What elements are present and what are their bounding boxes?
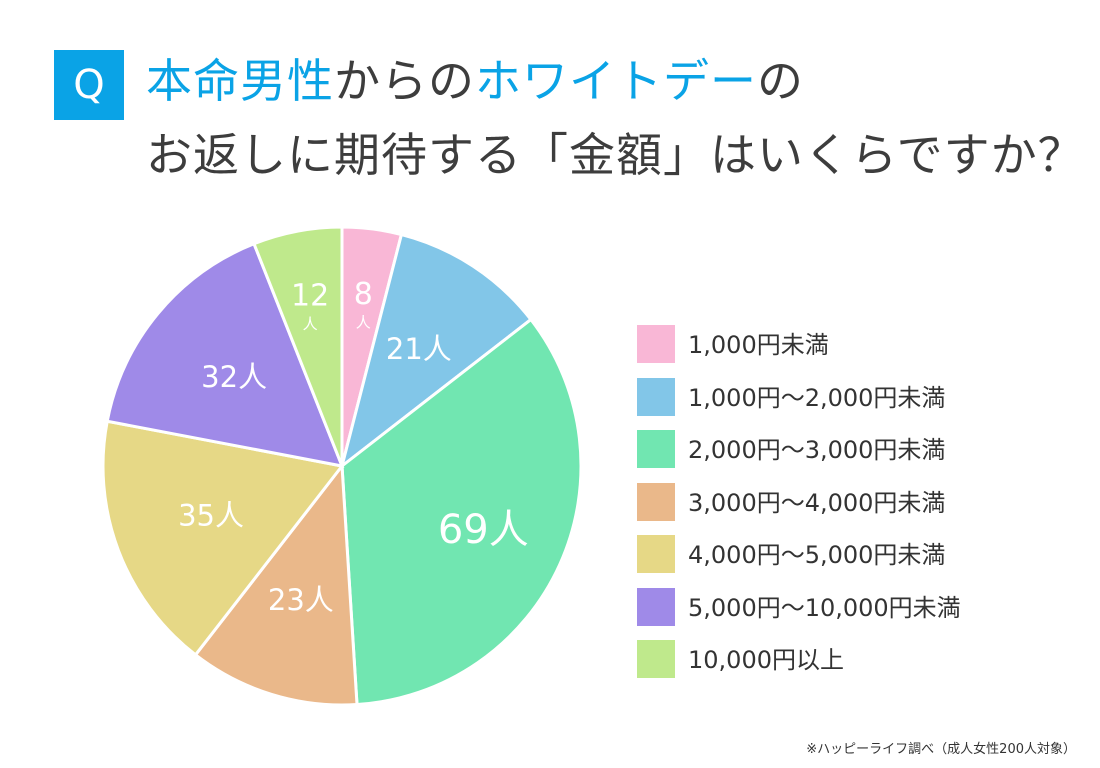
title-text-no: の [757,54,804,108]
page-title: 本命男性からのホワイトデーの お返しに期待する「金額」はいくらですか？ [146,44,1085,192]
legend-swatch-5000-10000 [637,587,675,626]
pie-slice-over-10000 [252,225,344,467]
pie-label-1000-2000: 21人 [386,332,452,366]
title-text-karano: からの [334,54,475,108]
legend-label-1000-2000: 1,000円〜2,000円未満 [688,383,946,412]
question-badge: Q [54,50,124,120]
pie-slice-5000-10000 [105,241,345,468]
legend-swatch-2000-3000 [637,430,675,468]
pie-slice-1000-2000 [339,232,533,470]
pie-slice-2000-3000 [340,317,583,707]
pie-label-unit-under-1000: 人 [356,313,371,331]
legend-label-2000-3000: 2,000円〜3,000円未満 [688,436,946,464]
pie-label-5000-10000: 32人 [201,360,267,394]
pie-label-4000-5000: 35人 [178,498,244,532]
legend-label-4000-5000: 4,000円〜5,000円未満 [688,541,946,569]
title-line-2: お返しに期待する「金額」はいくらですか？ [146,128,1085,182]
pie-label-under-1000: 8 [354,277,373,312]
pie-slice-4000-5000 [101,419,345,657]
legend-swatch-under-1000 [637,325,675,363]
pie-label-3000-4000: 23人 [268,583,334,617]
pie-label-unit-over-10000: 人 [303,315,318,333]
title-line-1: 本命男性からのホワイトデーの [146,44,1085,118]
legend-swatch-over-10000 [637,640,675,678]
title-highlight-honmei: 本命男性 [146,54,334,108]
legend-swatch-1000-2000 [637,377,675,416]
pie-slice-3000-4000 [193,461,359,707]
legend-swatch-4000-5000 [637,535,675,573]
source-note: ※ハッピーライフ調べ（成人女性200人対象） [806,742,1076,757]
legend-label-under-1000: 1,000円未満 [688,331,829,359]
legend-swatch-3000-4000 [637,482,675,521]
legend-label-over-10000: 10,000円以上 [688,646,844,674]
legend-label-3000-4000: 3,000円〜4,000円未満 [688,488,946,517]
pie-label-2000-3000: 69人 [438,507,529,553]
pie-label-over-10000: 12 [291,279,329,314]
legend-label-5000-10000: 5,000円〜10,000円未満 [688,593,961,622]
title-highlight-whiteday: ホワイトデー [475,54,757,108]
